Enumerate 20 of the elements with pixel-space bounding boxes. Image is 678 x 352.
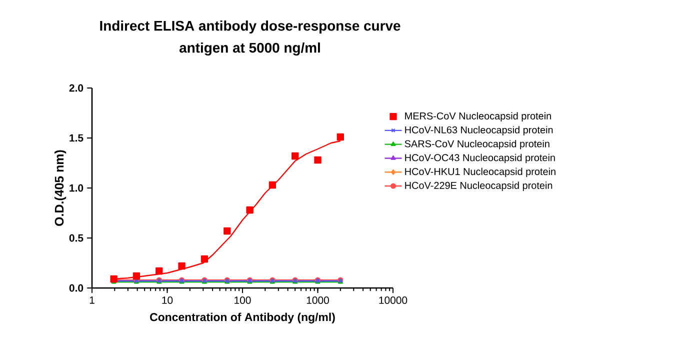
x-tick-label: 10 xyxy=(162,296,173,304)
y-tick-label: 2.0 xyxy=(69,84,84,92)
y-tick-label: 1.5 xyxy=(70,134,84,142)
x-tick-label: 100 xyxy=(234,296,251,304)
chart-title: Indirect ELISA antibody dose-response curve xyxy=(100,20,400,34)
y-tick-label: 0.0 xyxy=(69,284,84,292)
legend-label: HCoV-229E Nucleocapsid protein xyxy=(405,182,552,191)
legend-label: HCoV-OC43 Nucleocapsid protein xyxy=(405,154,555,164)
legend-label: HCoV-NL63 Nucleocapsid protein xyxy=(405,126,553,136)
x-tick-label: 1000 xyxy=(306,296,329,304)
x-tick-label: 1 xyxy=(90,296,94,304)
y-axis-title: O.D.(405 nm) xyxy=(54,150,66,226)
legend-label: SARS-CoV Nucleocapsid protein xyxy=(404,140,550,150)
legend-label: MERS-CoV Nucleocapsid protein xyxy=(405,112,551,122)
y-tick-label: 1.0 xyxy=(70,184,84,192)
y-tick-label: 0.5 xyxy=(69,234,84,242)
x-axis-title: Concentration of Antibody (ng/ml) xyxy=(150,312,335,324)
legend-label: HCoV-HKU1 Nucleocapsid protein xyxy=(405,168,556,178)
chart-subtitle: antigen at 5000 ng/ml xyxy=(179,42,320,56)
x-tick-label: 10000 xyxy=(379,296,408,304)
